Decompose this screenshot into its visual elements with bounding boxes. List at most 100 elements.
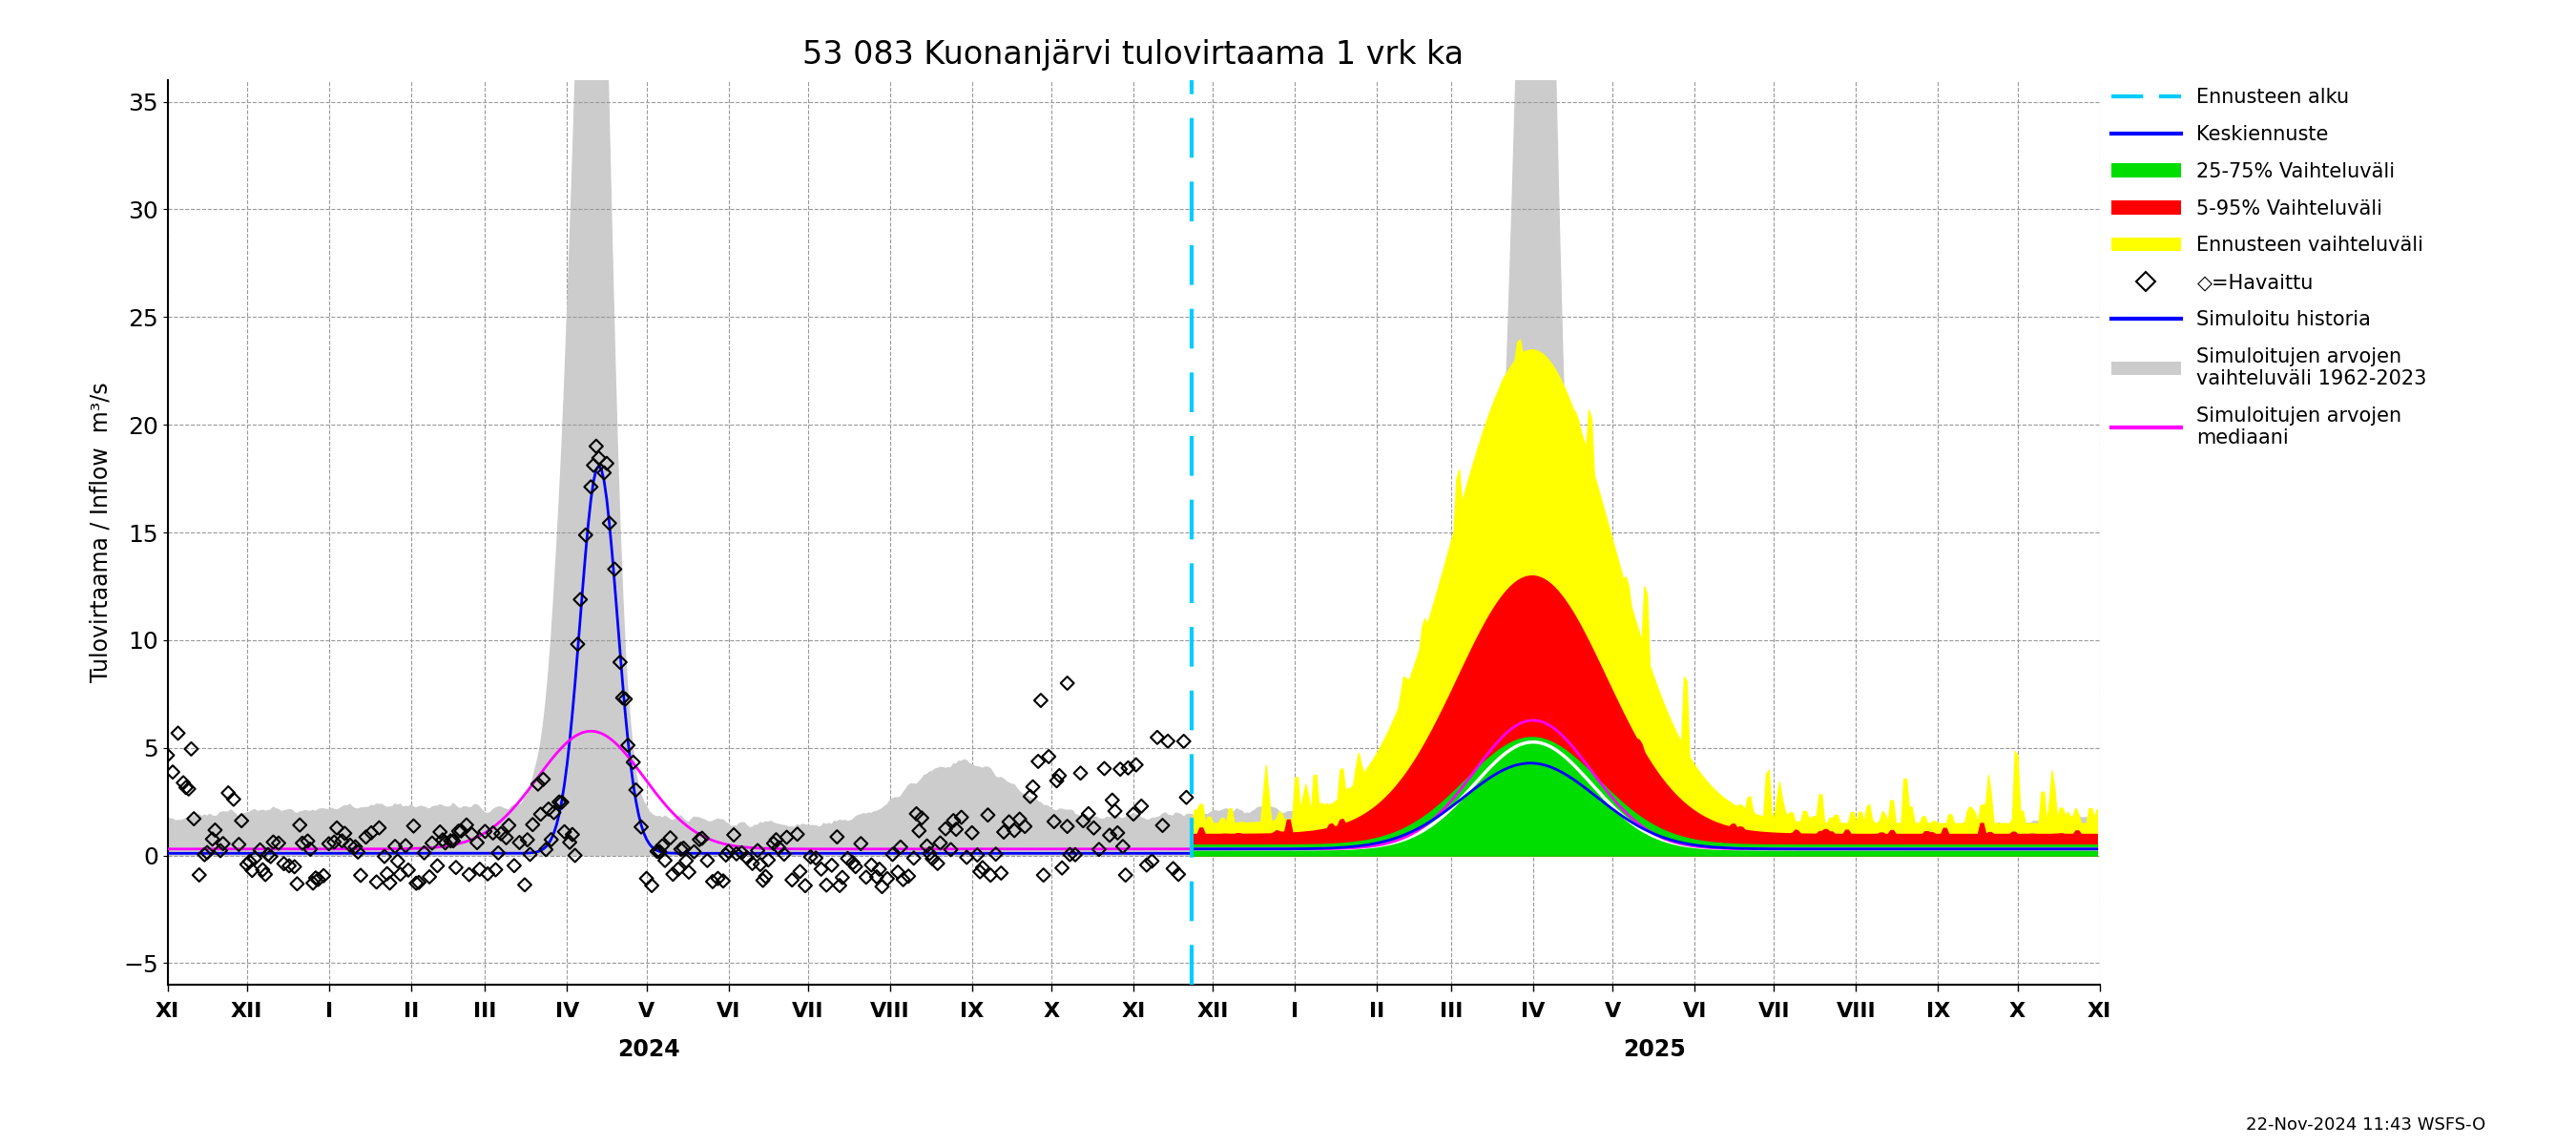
Text: X: X — [2009, 1002, 2025, 1021]
Point — [422, 831, 464, 850]
Point — [252, 832, 294, 851]
Point — [232, 861, 273, 879]
Point — [894, 848, 935, 867]
Point — [1041, 859, 1082, 877]
Point — [971, 866, 1012, 884]
Text: III: III — [1440, 1002, 1463, 1021]
Point — [659, 840, 701, 859]
Point — [1157, 866, 1198, 884]
Point — [889, 867, 930, 885]
Point — [289, 840, 330, 859]
Point — [683, 829, 724, 847]
Point — [170, 740, 211, 758]
Point — [639, 843, 680, 861]
Point — [966, 806, 1007, 824]
Point — [1126, 855, 1167, 874]
Point — [474, 861, 515, 879]
Point — [569, 477, 611, 496]
Point — [528, 800, 569, 819]
Point — [278, 816, 319, 835]
Point — [1100, 760, 1141, 779]
Point — [322, 831, 363, 850]
Point — [587, 455, 629, 473]
Point — [518, 775, 559, 793]
Y-axis label: Tulovirtaama / Inflow  m³/s: Tulovirtaama / Inflow m³/s — [90, 382, 113, 682]
Point — [556, 635, 598, 654]
Point — [693, 872, 734, 891]
Point — [757, 838, 799, 856]
Point — [281, 834, 322, 852]
Point — [185, 844, 227, 862]
Point — [363, 847, 404, 866]
Point — [1074, 819, 1115, 837]
Point — [234, 850, 276, 868]
Point — [603, 688, 644, 706]
Point — [420, 823, 461, 842]
Point — [739, 855, 781, 874]
Point — [884, 870, 925, 889]
Point — [152, 763, 193, 781]
Text: 2024: 2024 — [618, 1039, 680, 1061]
Point — [1005, 818, 1046, 836]
Point — [214, 790, 255, 808]
Point — [896, 805, 938, 823]
Point — [325, 824, 366, 843]
Point — [538, 792, 580, 811]
Point — [1054, 845, 1095, 863]
Point — [286, 832, 327, 851]
Point — [721, 844, 762, 862]
Point — [1103, 837, 1144, 855]
Point — [222, 812, 263, 830]
Point — [866, 869, 907, 887]
Point — [698, 869, 739, 887]
Point — [299, 870, 340, 889]
Point — [1115, 756, 1157, 774]
Point — [1020, 692, 1061, 710]
Point — [335, 838, 376, 856]
Point — [425, 834, 466, 852]
Point — [817, 828, 858, 846]
Point — [440, 822, 482, 840]
Text: II: II — [404, 1002, 420, 1021]
Point — [786, 877, 827, 895]
Point — [912, 850, 953, 868]
Point — [204, 835, 245, 853]
Point — [605, 690, 647, 709]
Point — [167, 780, 209, 798]
Point — [765, 828, 806, 846]
Point — [397, 874, 438, 892]
Point — [708, 843, 750, 861]
Text: XII: XII — [232, 1002, 263, 1021]
Point — [464, 822, 505, 840]
Text: VIII: VIII — [871, 1002, 909, 1021]
Point — [162, 774, 204, 792]
Point — [366, 864, 407, 883]
Point — [201, 842, 242, 860]
Point — [551, 826, 592, 844]
Point — [1010, 788, 1051, 806]
Point — [317, 819, 358, 837]
Point — [726, 848, 768, 867]
Point — [860, 877, 902, 895]
Text: XI: XI — [1121, 1002, 1146, 1021]
Point — [358, 819, 399, 837]
Point — [744, 867, 786, 885]
Point — [1012, 777, 1054, 796]
Point — [935, 820, 976, 838]
Point — [1113, 805, 1154, 823]
Point — [608, 736, 649, 755]
Point — [1108, 759, 1149, 777]
Point — [796, 848, 837, 867]
Point — [742, 871, 783, 890]
Point — [899, 822, 940, 840]
Point — [652, 866, 693, 884]
Point — [631, 876, 672, 894]
Point — [273, 858, 314, 876]
Text: VI: VI — [716, 1002, 742, 1021]
Point — [641, 837, 683, 855]
Point — [173, 810, 214, 828]
Point — [878, 863, 920, 882]
Legend: Ennusteen alku, Keskiennuste, 25-75% Vaihteluväli, 5-95% Vaihteluväli, Ennusteen: Ennusteen alku, Keskiennuste, 25-75% Vai… — [2102, 80, 2434, 456]
Point — [410, 868, 451, 886]
Point — [477, 844, 518, 862]
